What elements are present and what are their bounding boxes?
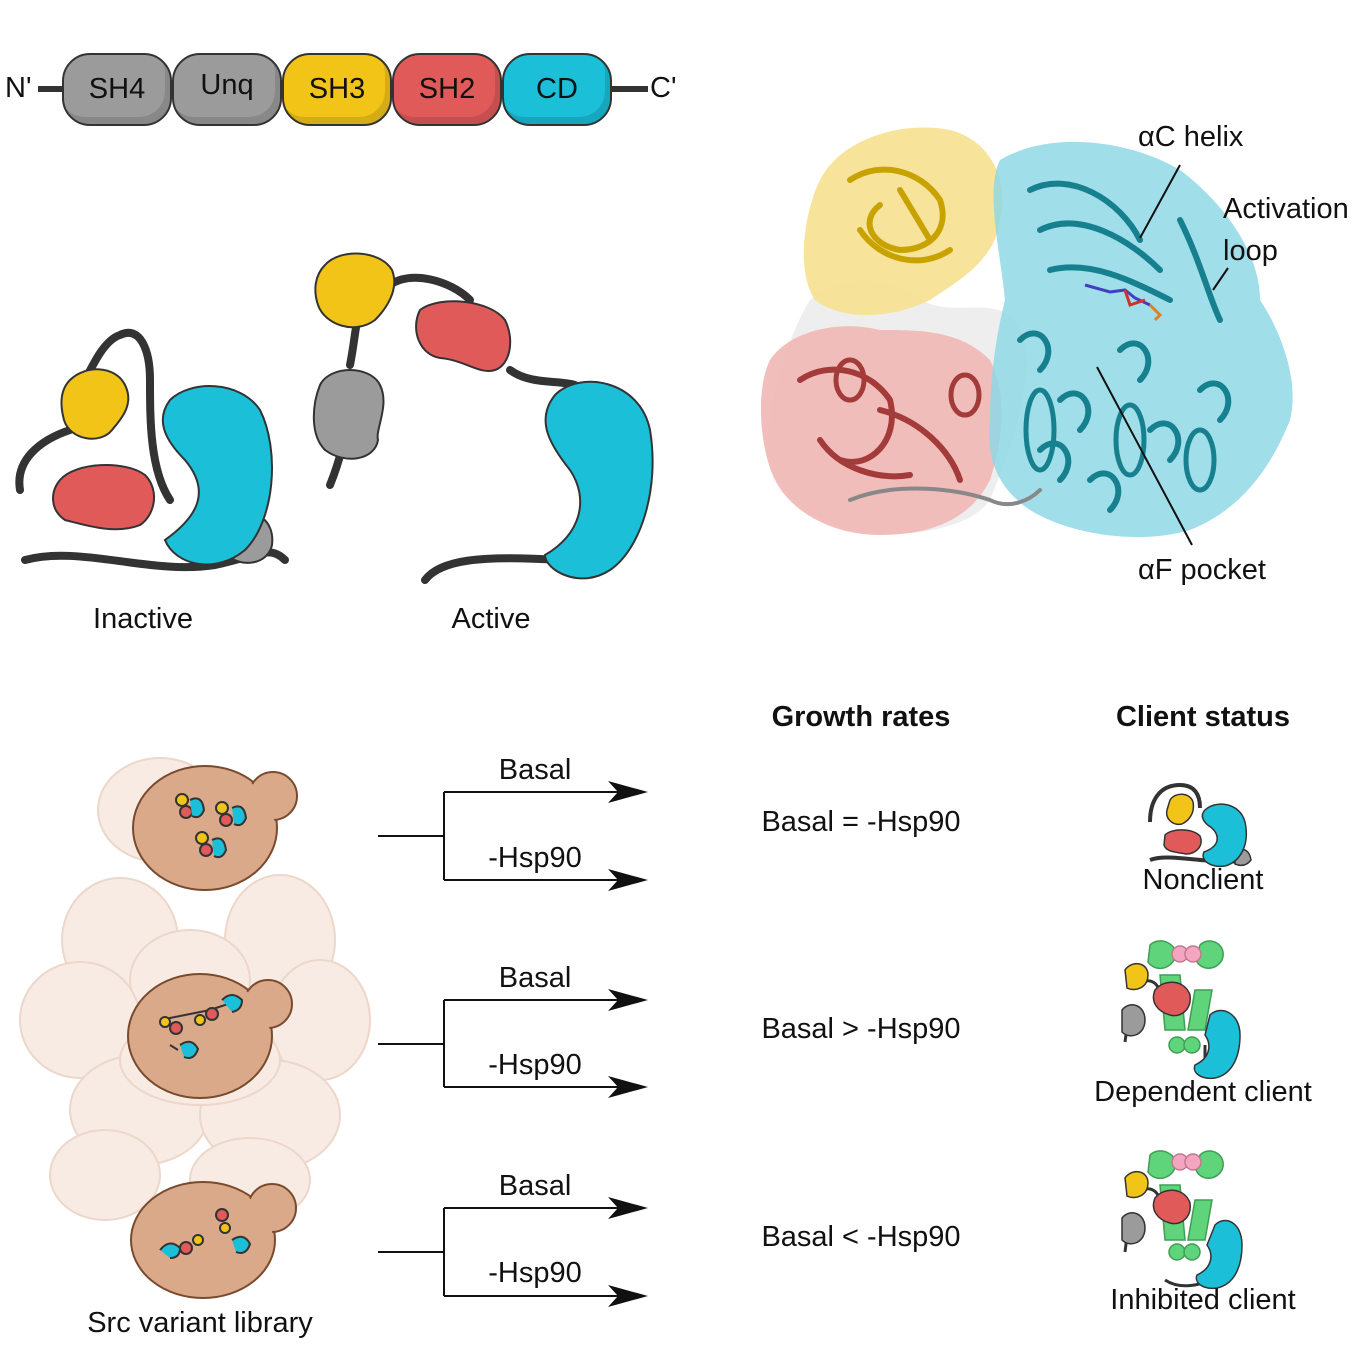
inactive-src-cartoon [15,328,289,572]
active-src-cartoon [312,252,654,584]
arrowheads [608,781,648,1307]
yeast-cell-2 [127,973,293,1099]
af-pocket-pointer [1096,366,1193,546]
branch-row-3 [378,1207,625,1297]
growth-comparison-label: Basal > -Hsp90 [761,1013,961,1045]
domain-sh4: SH4 [62,53,172,126]
dependent-client-icon [1121,940,1241,1080]
src-molecules-inhibited [159,1208,252,1259]
growth-rates-header: Growth rates [771,701,951,733]
activation-loop-label-line2: loop [1223,235,1278,267]
src-molecules-dependent [159,994,244,1059]
inactive-linker [15,328,289,572]
inactive-label: Inactive [93,603,193,635]
growth-comparison-label: Basal < -Hsp90 [761,1221,961,1253]
branch-basal-label: Basal [498,1170,572,1202]
client-status-label: Dependent client [1094,1076,1312,1108]
activation-loop-label-line1: Activation [1223,193,1349,225]
structure-surface-cyan [989,141,1293,538]
arrowhead [608,869,648,891]
c-terminus-label: C' [650,72,677,104]
activation-loop-pointer [1212,267,1229,291]
domain-unq: Unq [172,53,282,126]
growth-comparison-label: Basal = -Hsp90 [761,806,961,838]
library-label: Src variant library [87,1307,313,1339]
yeast-cell-1 [132,765,298,891]
client-status-header: Client status [1115,701,1291,733]
domain-sh2: SH2 [392,53,502,126]
branch-basal-label: Basal [498,754,572,786]
branch-row-2 [378,999,625,1088]
structure-surface-yellow [803,127,1003,315]
src-molecules-nonclient [175,793,248,859]
client-status-label: Inhibited client [1110,1284,1296,1316]
nonclient-icon [1148,782,1252,868]
yeast-library [19,757,371,1299]
domain-cd: CD [502,53,612,126]
branch-arrows [378,791,625,1297]
branch-basal-label: Basal [498,962,572,994]
arrowhead [608,1197,648,1219]
arrowhead [608,781,648,803]
n-terminus-label: N' [5,72,32,104]
inhibited-client-icon [1121,1150,1243,1290]
structure-surface-red [760,326,1002,535]
branch-row-1 [378,791,625,881]
branch-hsp90-label: -Hsp90 [488,842,582,874]
af-pocket-label: αF pocket [1138,554,1266,586]
branch-hsp90-label: -Hsp90 [488,1257,582,1289]
src-crystal-structure [760,127,1293,546]
hsp90-dimer [1147,940,1224,1054]
active-cd-domain [543,380,654,580]
structure-ribbons [797,166,1232,513]
active-label: Active [451,603,531,635]
active-sh4-domain [312,369,385,460]
client-status-label: Nonclient [1142,864,1264,896]
active-sh2-domain [415,300,512,372]
ac-helix-label: αC helix [1138,121,1244,153]
branch-hsp90-label: -Hsp90 [488,1049,582,1081]
inactive-cd-domain [161,385,273,566]
yeast-cell-3 [130,1181,297,1299]
active-sh3-domain [314,252,396,329]
inactive-sh2-domain [52,464,156,531]
arrowhead [608,989,648,1011]
domain-sh3: SH3 [282,53,392,126]
arrowhead [608,1076,648,1098]
atp-ligand [1084,283,1163,322]
ac-helix-pointer [1139,164,1181,239]
inactive-sh3-domain [60,368,130,440]
arrowhead [608,1285,648,1307]
